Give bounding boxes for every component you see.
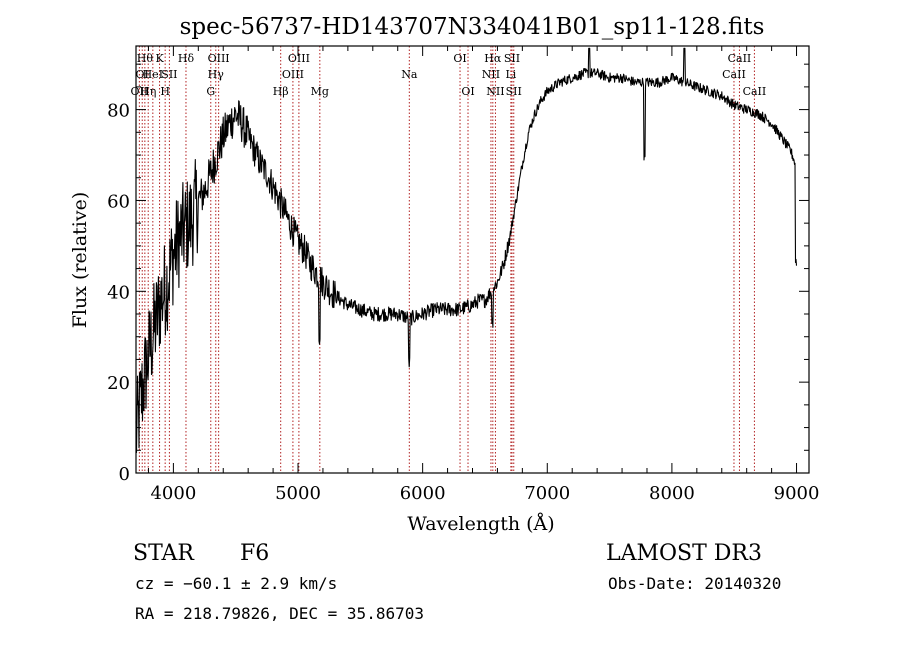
axes: 4000 5000 6000 7000 8000 9000 0 20 40 60 80 (107, 46, 819, 504)
object-class: STAR (133, 541, 195, 566)
y-tick-label: 20 (107, 373, 130, 394)
line-label: Li (505, 68, 516, 81)
survey-name: LAMOST DR3 (606, 541, 762, 566)
y-axis-label: Flux (relative) (69, 192, 91, 329)
line-label: Hθ (137, 52, 154, 65)
x-tick-label: 6000 (400, 483, 446, 504)
line-label: NII (486, 85, 504, 98)
line-label: OIII (288, 52, 310, 65)
line-label: CaII (728, 52, 752, 65)
x-tick-label: 8000 (649, 483, 695, 504)
line-label: OIII (208, 52, 230, 65)
redshift-cz: cz = −60.1 ± 2.9 km/s (135, 574, 337, 593)
line-label: Na (401, 68, 418, 81)
y-tick-label: 80 (107, 101, 130, 122)
line-label: Mg (311, 85, 329, 98)
line-label: CaII (743, 85, 767, 98)
spectral-line-labels: OIIOIHθHηHeIKHSIIHδGHγOIIIHβOIIIOIIIMgNa… (131, 52, 767, 98)
y-tick-label: 0 (119, 464, 130, 485)
line-label: G (206, 85, 215, 98)
x-tick-label: 9000 (774, 483, 820, 504)
line-label: Hγ (208, 68, 225, 81)
x-tick-label: 7000 (524, 483, 570, 504)
line-label: OI (461, 85, 474, 98)
observation-date: Obs-Date: 20140320 (608, 574, 781, 593)
line-label: OI (136, 68, 149, 81)
line-label: SII (504, 52, 520, 65)
object-subclass: F6 (240, 541, 269, 566)
line-label: OI (453, 52, 466, 65)
line-label: HeI (143, 68, 163, 81)
x-tick-label: 4000 (150, 483, 196, 504)
line-label: SII (161, 68, 177, 81)
chart-title: spec-56737-HD143707N334041B01_sp11-128.f… (180, 14, 765, 40)
x-axis-label: Wavelength (Å) (407, 513, 554, 535)
line-label: Hβ (273, 85, 289, 98)
line-label: NII (482, 68, 500, 81)
line-label: SII (506, 85, 522, 98)
line-label: CaII (722, 68, 746, 81)
line-label: H (160, 85, 170, 98)
spectrum-series (135, 47, 798, 454)
line-label: OII (131, 85, 149, 98)
x-tick-label: 5000 (275, 483, 321, 504)
plot-frame (135, 45, 810, 474)
y-tick-label: 60 (107, 191, 130, 212)
line-label: Hδ (178, 52, 195, 65)
line-label: Hη (140, 85, 156, 98)
line-label: K (155, 52, 164, 65)
line-label: Hα (484, 52, 502, 65)
y-tick-label: 40 (107, 282, 130, 303)
line-label: OIII (282, 68, 304, 81)
ra-dec: RA = 218.79826, DEC = 35.86703 (135, 604, 424, 623)
